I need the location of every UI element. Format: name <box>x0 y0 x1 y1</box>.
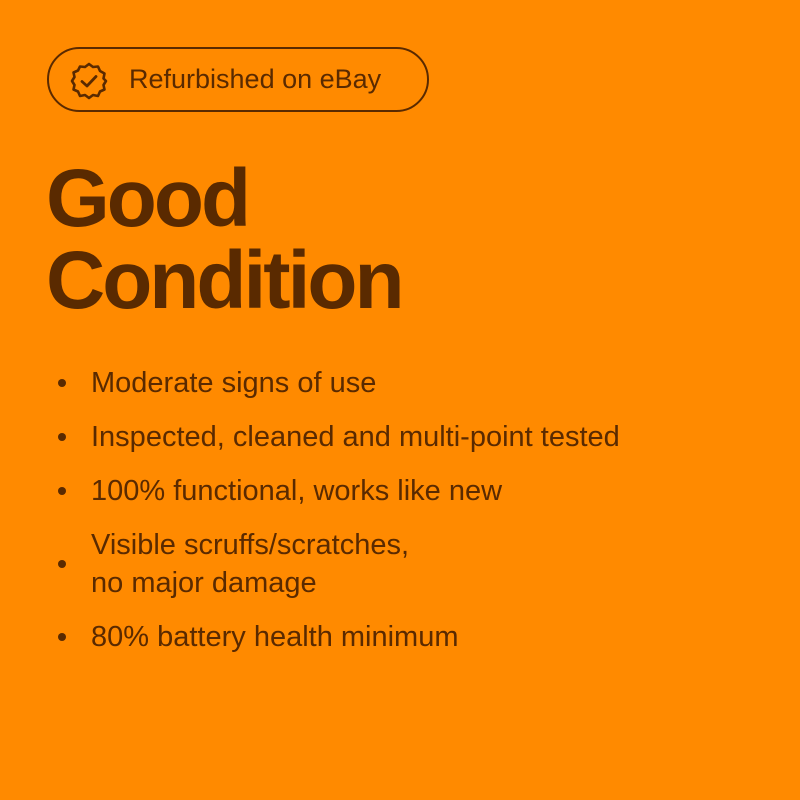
list-item: Inspected, cleaned and multi-point teste… <box>0 418 620 456</box>
title-line-1: Good <box>46 153 251 244</box>
page-title: Good Condition <box>46 158 405 322</box>
refurbished-badge: Refurbished on eBay <box>47 47 429 112</box>
condition-features-list: Moderate signs of use Inspected, cleaned… <box>0 364 620 672</box>
list-item: Moderate signs of use <box>0 364 620 402</box>
list-item: 80% battery health minimum <box>0 618 620 656</box>
list-item: Visible scruffs/scratches, no major dama… <box>0 526 620 602</box>
badge-label: Refurbished on eBay <box>129 64 382 94</box>
list-item: 100% functional, works like new <box>0 472 620 510</box>
title-line-2: Condition <box>46 235 405 326</box>
verified-badge-check-icon <box>70 62 108 100</box>
